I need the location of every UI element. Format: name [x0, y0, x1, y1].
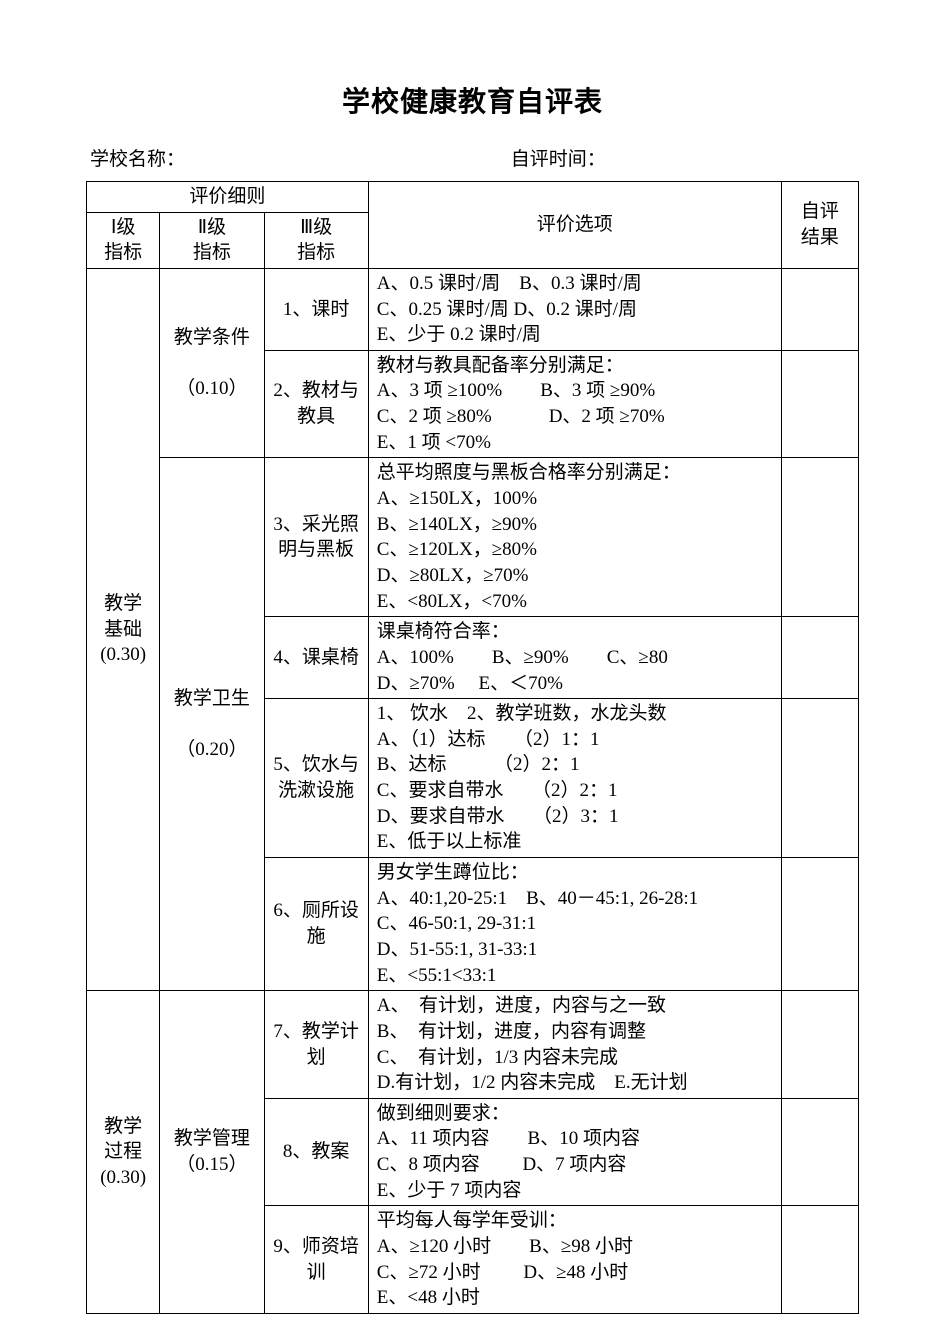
school-name-label: 学校名称： — [90, 144, 511, 171]
option-cell: A、0.5 课时/周 B、0.3 课时/周C、0.25 课时/周 D、0.2 课… — [368, 268, 781, 350]
result-cell[interactable] — [781, 858, 858, 991]
l1-cell: 教学过程(0.30) — [87, 991, 160, 1314]
result-cell[interactable] — [781, 458, 858, 617]
hdr-options: 评价选项 — [368, 182, 781, 269]
l3-cell: 3、采光照明与黑板 — [264, 458, 368, 617]
l3-cell: 4、课桌椅 — [264, 617, 368, 699]
result-cell[interactable] — [781, 699, 858, 858]
hdr-l2: Ⅱ级指标 — [160, 212, 264, 268]
table-header-row: 评价细则 评价选项 自评结果 — [87, 182, 859, 213]
l3-cell: 5、饮水与洗漱设施 — [264, 699, 368, 858]
l3-cell: 2、教材与教具 — [264, 350, 368, 458]
result-cell[interactable] — [781, 268, 858, 350]
hdr-l1: Ⅰ级指标 — [87, 212, 160, 268]
page-title: 学校健康教育自评表 — [86, 80, 859, 120]
option-cell: 平均每人每学年受训：A、≥120 小时 B、≥98 小时C、≥72 小时 D、≥… — [368, 1206, 781, 1314]
result-cell[interactable] — [781, 1206, 858, 1314]
l3-cell: 9、师资培训 — [264, 1206, 368, 1314]
table-row: 教学过程(0.30) 教学管理（0.15） 7、教学计划 A、 有计划，进度，内… — [87, 991, 859, 1099]
l3-cell: 1、课时 — [264, 268, 368, 350]
l2-cell: 教学卫生（0.20） — [160, 458, 264, 991]
hdr-result: 自评结果 — [781, 182, 858, 269]
l2-cell: 教学管理（0.15） — [160, 991, 264, 1314]
l2-cell: 教学条件（0.10） — [160, 268, 264, 457]
table-row: 教学基础(0.30) 教学条件（0.10） 1、课时 A、0.5 课时/周 B、… — [87, 268, 859, 350]
option-cell: 教材与教具配备率分别满足：A、3 项 ≥100% B、3 项 ≥90%C、2 项… — [368, 350, 781, 458]
eval-time-label: 自评时间： — [511, 144, 855, 171]
evaluation-table: 评价细则 评价选项 自评结果 Ⅰ级指标 Ⅱ级指标 Ⅲ级指标 教学基础(0.30)… — [86, 181, 859, 1314]
option-cell: 课桌椅符合率：A、100% B、≥90% C、≥80D、≥70% E、＜70% — [368, 617, 781, 699]
result-cell[interactable] — [781, 991, 858, 1099]
l3-cell: 7、教学计划 — [264, 991, 368, 1099]
option-cell: A、 有计划，进度，内容与之一致B、 有计划，进度，内容有调整C、 有计划，1/… — [368, 991, 781, 1099]
l1-cell: 教学基础(0.30) — [87, 268, 160, 990]
result-cell[interactable] — [781, 617, 858, 699]
l3-cell: 8、教案 — [264, 1098, 368, 1206]
result-cell[interactable] — [781, 350, 858, 458]
l3-cell: 6、厕所设施 — [264, 858, 368, 991]
option-cell: 男女学生蹲位比：A、40:1,20-25:1 B、40－45:1, 26-28:… — [368, 858, 781, 991]
hdr-l3: Ⅲ级指标 — [264, 212, 368, 268]
meta-row: 学校名称： 自评时间： — [86, 144, 859, 171]
option-cell: 做到细则要求：A、11 项内容 B、10 项内容C、8 项内容 D、7 项内容E… — [368, 1098, 781, 1206]
result-cell[interactable] — [781, 1098, 858, 1206]
option-cell: 总平均照度与黑板合格率分别满足：A、≥150LX，100%B、≥140LX，≥9… — [368, 458, 781, 617]
hdr-criteria: 评价细则 — [87, 182, 369, 213]
table-row: 教学卫生（0.20） 3、采光照明与黑板 总平均照度与黑板合格率分别满足：A、≥… — [87, 458, 859, 617]
option-cell: 1、 饮水 2、教学班数，水龙头数A、（1）达标 （2）1：1B、达标 （2）2… — [368, 699, 781, 858]
